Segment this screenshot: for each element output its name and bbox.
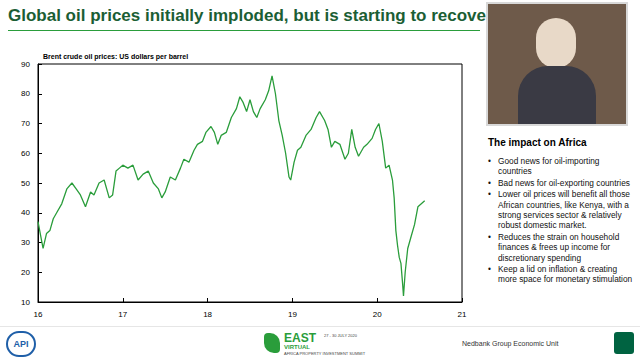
- svg-text:21: 21: [458, 310, 467, 319]
- html-text:Good news for oil-importing co: Good news for oil-importing countries: [498, 156, 600, 177]
- svg-text:50: 50: [21, 179, 30, 188]
- svg-text:17: 17: [118, 310, 127, 319]
- svg-text:90: 90: [21, 60, 30, 69]
- svg-text:80: 80: [21, 89, 30, 98]
- svg-text:60: 60: [21, 149, 30, 158]
- html-text:Reduces the strain on househol: Reduces the strain on household finances…: [498, 231, 620, 263]
- html-text:EAST: EAST: [284, 331, 316, 345]
- svg-text:20: 20: [373, 310, 382, 319]
- html-text:API: API: [13, 339, 29, 349]
- svg-text:70: 70: [21, 119, 30, 128]
- svg-text:30: 30: [21, 238, 30, 247]
- svg-text:Brent crude oil prices: US dol: Brent crude oil prices: US dollars per b…: [43, 53, 188, 61]
- svg-text:20: 20: [21, 268, 30, 277]
- svg-text:19: 19: [288, 310, 297, 319]
- html-text:Global oil prices initially im: Global oil prices initially imploded, bu…: [8, 6, 493, 25]
- html-text:Lower oil prices will benefit: Lower oil prices will benefit all those …: [498, 189, 630, 231]
- html-text:Bad news for oil-exporting cou: Bad news for oil-exporting countries: [498, 177, 630, 188]
- svg-text:10: 10: [21, 298, 30, 307]
- html-text:Nedbank Group Economic Unit: Nedbank Group Economic Unit: [462, 340, 559, 347]
- svg-text:18: 18: [203, 310, 212, 319]
- svg-text:16: 16: [34, 310, 43, 319]
- svg-text:40: 40: [21, 208, 30, 217]
- html-text:The impact on Africa: The impact on Africa: [488, 137, 587, 148]
- html-text:VIRTUAL: VIRTUAL: [284, 344, 310, 350]
- html-text:Keep a lid on inflation & crea: Keep a lid on inflation & creating more …: [498, 264, 633, 285]
- html-text:27 - 30 JULY 2020: 27 - 30 JULY 2020: [324, 333, 357, 338]
- html-text:AFRICA PROPERTY INVESTMENT SUM: AFRICA PROPERTY INVESTMENT SUMMIT: [284, 351, 366, 356]
